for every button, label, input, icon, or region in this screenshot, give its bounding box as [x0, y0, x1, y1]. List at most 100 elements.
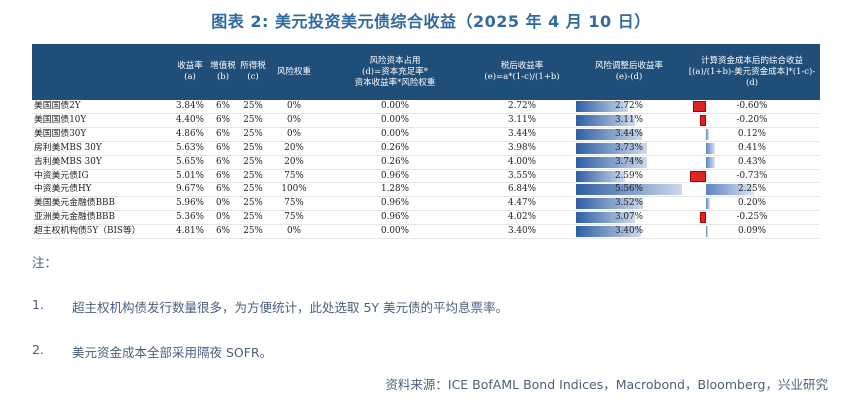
- income-tax-cell: 25%: [238, 127, 268, 142]
- risk-adjusted-yield-cell: 3.44%: [574, 127, 684, 142]
- risk-adjusted-value: 3.74%: [615, 156, 643, 167]
- net-yield-bar: [692, 101, 706, 112]
- net-yield-cell: 0.09%: [684, 224, 820, 240]
- income-tax-cell: 25%: [238, 210, 268, 226]
- risk-adjusted-bar: [576, 101, 628, 112]
- risk-adjusted-yield-cell: 3.40%: [574, 224, 684, 240]
- row-name-cell: 中资美元债HY: [32, 182, 172, 198]
- risk-capital-cell: 0.26%: [320, 141, 470, 156]
- risk-adjusted-value: 5.56%: [615, 184, 643, 195]
- net-yield-cell: -0.73%: [684, 169, 820, 184]
- income-tax-cell: 25%: [238, 169, 268, 184]
- net-yield-bar: [706, 226, 708, 238]
- net-yield-cell: 0.12%: [684, 127, 820, 142]
- after-tax-yield-cell: 3.55%: [470, 169, 574, 184]
- net-yield-bar: [700, 212, 706, 224]
- vat-cell: 6%: [208, 182, 238, 198]
- net-yield-cell: 0.41%: [684, 141, 820, 156]
- table-row: 超主权机构债5Y（BIS等） 4.81% 6% 25% 0% 0.00% 3.40% 3.40…: [32, 224, 820, 240]
- net-yield-value: 0.12%: [738, 128, 766, 139]
- after-tax-yield-cell: 3.40%: [470, 224, 574, 240]
- net-yield-value: -0.60%: [736, 101, 768, 111]
- column-header: 风险权重: [268, 44, 320, 100]
- notes-section: 注： 1. 超主权机构债发行数量很多，为方便统计，此处选取 5Y 美元债的平均息…: [32, 252, 832, 387]
- net-yield-bar: [706, 156, 716, 168]
- after-tax-yield-cell: 4.47%: [470, 196, 574, 212]
- risk-adjusted-value: 2.59%: [615, 170, 643, 181]
- income-tax-cell: 25%: [238, 182, 268, 198]
- net-yield-value: 0.43%: [738, 156, 766, 167]
- risk-adjusted-yield-cell: 3.07%: [574, 210, 684, 226]
- vat-cell: 6%: [208, 127, 238, 142]
- risk-weight-cell: 75%: [268, 210, 320, 226]
- yield-cell: 9.67%: [172, 182, 208, 198]
- vat-cell: 6%: [208, 155, 238, 170]
- net-yield-bar: [706, 128, 709, 140]
- yield-cell: 5.63%: [172, 141, 208, 156]
- risk-capital-cell: 0.26%: [320, 155, 470, 170]
- net-yield-bar: [690, 170, 706, 182]
- net-yield-cell: 0.20%: [684, 196, 820, 212]
- income-tax-cell: 25%: [238, 141, 268, 156]
- vat-cell: 6%: [208, 224, 238, 240]
- risk-adjusted-yield-cell: 3.74%: [574, 155, 684, 170]
- risk-weight-cell: 75%: [268, 169, 320, 184]
- net-yield-bar: [700, 114, 706, 126]
- income-tax-cell: 25%: [238, 100, 268, 114]
- risk-weight-cell: 0%: [268, 127, 320, 142]
- chart-title: 图表 2: 美元投资美元债综合收益（2025 年 4 月 10 日）: [211, 12, 651, 31]
- risk-capital-cell: 0.96%: [320, 210, 470, 226]
- net-yield-cell: 2.25%: [684, 182, 820, 198]
- net-yield-cell: 0.43%: [684, 155, 820, 170]
- risk-adjusted-yield-cell: 2.59%: [574, 169, 684, 184]
- note-number: 1.: [32, 297, 44, 312]
- risk-adjusted-value: 3.40%: [615, 226, 643, 237]
- risk-adjusted-yield-cell: 3.73%: [574, 141, 684, 156]
- column-header: 计算资金成本后的综合收益 [(a)/(1+b)-美元资金成本]*(1-c)-(d): [684, 44, 820, 100]
- risk-adjusted-value: 3.11%: [615, 114, 643, 125]
- note-text: 超主权机构债发行数量很多，为方便统计，此处选取 5Y 美元债的平均息票率。: [72, 300, 509, 315]
- table-row: 吉利美MBS 30Y 5.65% 6% 25% 20% 0.26% 4.00% 3.74% 0.…: [32, 155, 820, 170]
- risk-adjusted-yield-cell: 2.72%: [574, 100, 684, 114]
- net-yield-bar: [706, 142, 715, 154]
- risk-weight-cell: 100%: [268, 182, 320, 198]
- net-yield-cell: -0.20%: [684, 113, 820, 128]
- risk-adjusted-bar: [576, 156, 648, 168]
- risk-weight-cell: 0%: [268, 100, 320, 114]
- risk-adjusted-bar: [576, 226, 641, 238]
- risk-adjusted-value: 3.07%: [615, 212, 643, 223]
- after-tax-yield-cell: 4.02%: [470, 210, 574, 226]
- note-item-1: 1. 超主权机构债发行数量很多，为方便统计，此处选取 5Y 美元债的平均息票率。: [32, 297, 832, 316]
- row-name-cell: 房利美MBS 30Y: [32, 141, 172, 156]
- risk-adjusted-value: 3.73%: [615, 142, 643, 153]
- net-yield-cell: -0.25%: [684, 210, 820, 226]
- risk-weight-cell: 75%: [268, 196, 320, 212]
- yield-cell: 5.01%: [172, 169, 208, 184]
- table-row: 美国国债10Y 4.40% 6% 25% 0% 0.00% 3.11% 3.11% -0.20%: [32, 113, 820, 128]
- net-yield-value: 0.09%: [738, 226, 766, 237]
- risk-capital-cell: 1.28%: [320, 182, 470, 198]
- column-header: [32, 44, 172, 100]
- vat-cell: 0%: [208, 196, 238, 212]
- column-header: 增值税 (b): [208, 44, 238, 100]
- row-name-cell: 亚洲美元金融债BBB: [32, 210, 172, 226]
- table-body: 美国国债2Y 3.84% 6% 25% 0% 0.00% 2.72% 2.72% -0.60% 美…: [32, 100, 820, 240]
- income-tax-cell: 25%: [238, 224, 268, 240]
- risk-adjusted-yield-cell: 5.56%: [574, 182, 684, 198]
- vat-cell: 0%: [208, 210, 238, 226]
- vat-cell: 6%: [208, 100, 238, 114]
- yield-table-wrapper: 收益率 (a) 增值税 (b) 所得税 (c) 风险权重 风险资本占用 (d)=资本充足率* 资本…: [32, 44, 820, 240]
- row-name-cell: 美国国债2Y: [32, 100, 172, 114]
- note-item-2: 2. 美元资金成本全部采用隔夜 SOFR。: [32, 342, 832, 361]
- income-tax-cell: 25%: [238, 113, 268, 128]
- risk-adjusted-value: 2.72%: [615, 101, 643, 111]
- table-row: 美国美元金融债BBB 5.96% 0% 25% 75% 0.96% 4.47% 3.52% 0.…: [32, 196, 820, 212]
- row-name-cell: 美国美元金融债BBB: [32, 196, 172, 212]
- table-row: 中资美元债IG 5.01% 6% 25% 75% 0.96% 3.55% 2.59% -0.73…: [32, 169, 820, 184]
- risk-capital-cell: 0.00%: [320, 100, 470, 114]
- column-header: 风险资本占用 (d)=资本充足率* 资本收益率*风险权重: [320, 44, 470, 100]
- row-name-cell: 吉利美MBS 30Y: [32, 155, 172, 170]
- row-name-cell: 美国国债30Y: [32, 127, 172, 142]
- risk-adjusted-bar: [576, 184, 682, 196]
- column-header: 收益率 (a): [172, 44, 208, 100]
